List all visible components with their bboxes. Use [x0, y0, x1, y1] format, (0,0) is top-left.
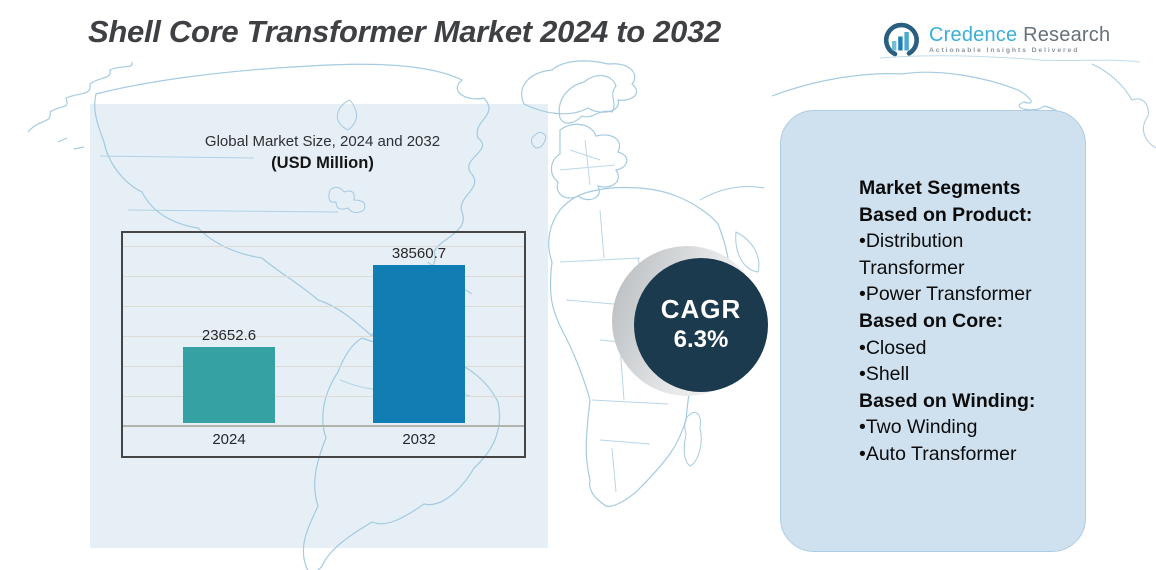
logo-tagline: Actionable Insights Delivered: [929, 47, 1080, 55]
map-aleutian-islands: [57, 137, 85, 150]
market-segment-line: Based on Core:: [859, 309, 1004, 332]
map-siberia-coast: [771, 71, 1059, 113]
map-europe-borders: [559, 139, 616, 186]
credence-research-logo: Credence Research Actionable Insights De…: [882, 20, 1110, 60]
map-great-lakes: [328, 186, 366, 214]
logo-brand-secondary: Research: [1017, 24, 1111, 47]
bar-chart: 23652.6 38560.7 2024 2032: [121, 231, 526, 458]
bar-value-2032: 38560.7: [391, 244, 447, 262]
cagr-value: 6.3%: [673, 326, 729, 354]
bar-group-2024: 23652.6: [183, 327, 275, 423]
x-axis-label-2032: 2032: [402, 431, 436, 448]
logo-text: Credence Research Actionable Insights De…: [929, 25, 1110, 55]
map-hudson-bay: [336, 99, 357, 131]
map-alaska-outline: [27, 61, 133, 133]
market-segments-panel: Market Segments Based on Product: •Distrib…: [780, 110, 1086, 552]
logo-bar-chart-icon: [883, 22, 919, 57]
chart-baseline: [123, 425, 524, 427]
map-africa-outline: [548, 186, 729, 507]
map-middle-east: [699, 186, 765, 273]
market-segment-line: •Two Winding: [859, 416, 978, 439]
page-title: Shell Core Transformer Market 2024 to 20…: [88, 14, 721, 49]
market-segment-line: •Closed: [859, 336, 927, 359]
logo-brand-primary: Credence: [929, 24, 1018, 47]
market-segment-line: •Shell: [859, 363, 910, 386]
market-segment-line: Market Segments: [859, 177, 1021, 199]
map-east-asia-coast: [1091, 63, 1156, 149]
bar-group-2032: 38560.7: [373, 245, 465, 423]
market-segment-line: •Distribution: [859, 230, 964, 253]
bar-value-2024: 23652.6: [201, 327, 257, 345]
market-segment-line: Transformer: [859, 256, 965, 279]
cagr-badge: CAGR 6.3%: [634, 258, 768, 392]
map-us-border-lines: [99, 155, 339, 213]
market-segment-line: Based on Winding:: [859, 389, 1036, 412]
x-axis-label-2024: 2024: [212, 431, 246, 448]
market-segment-line: Based on Product:: [859, 203, 1033, 226]
market-segment-line: •Power Transformer: [859, 283, 1032, 306]
bar-2024: [183, 347, 275, 423]
chart-title-line2: (USD Million): [271, 154, 374, 172]
chart-title-line1: Global Market Size, 2024 and 2032: [204, 133, 441, 150]
market-segment-line: •Auto Transformer: [859, 442, 1017, 465]
cagr-label: CAGR: [660, 293, 742, 324]
bar-2032: [373, 264, 465, 423]
logo-brand-line: Credence Research: [929, 25, 1110, 45]
map-greenland-outline: [521, 60, 638, 115]
map-madagascar: [683, 412, 702, 467]
market-segments-list: Market Segments Based on Product: •Distrib…: [781, 111, 1085, 468]
map-scandinavia-outline: [558, 75, 617, 124]
map-arctic-coast: [879, 55, 1141, 63]
map-europe-outline: [550, 123, 628, 201]
map-british-isles: [531, 132, 547, 149]
chart-heading: Global Market Size, 2024 and 2032 (USD M…: [150, 133, 495, 173]
